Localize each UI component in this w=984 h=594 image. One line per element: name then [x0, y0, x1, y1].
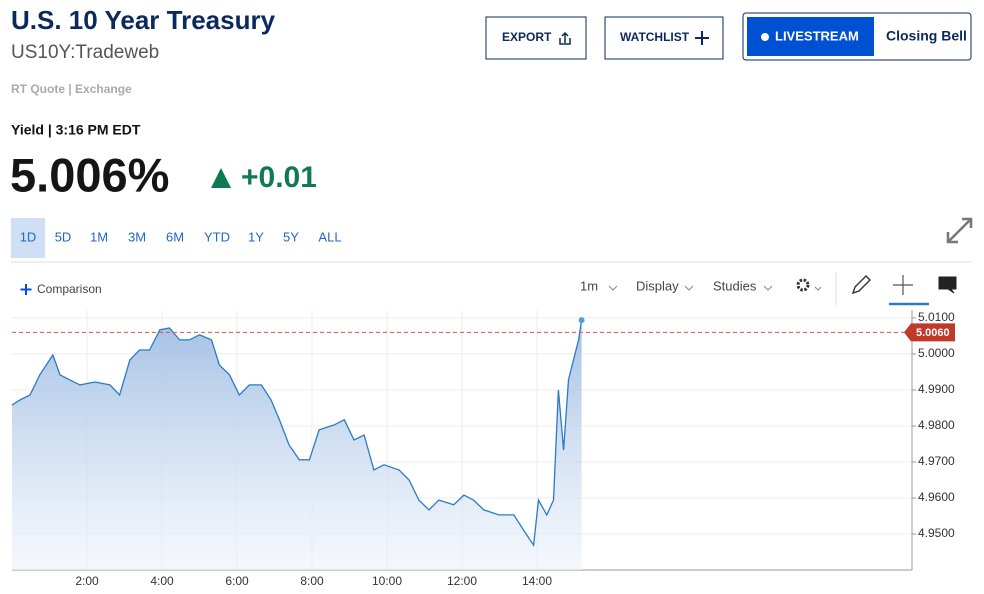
- interval[interactable]: 1m: [580, 278, 598, 293]
- range-tab[interactable]: 1M: [90, 229, 108, 244]
- range-tab[interactable]: 3M: [128, 229, 146, 244]
- range-tab[interactable]: 5D: [55, 229, 72, 244]
- export-label: EXPORT: [502, 30, 552, 44]
- y-tick-label: 4.9600: [918, 490, 955, 504]
- y-tick-label: 5.0000: [918, 346, 955, 360]
- watchlist-label: WATCHLIST: [620, 30, 690, 44]
- studies[interactable]: Studies: [713, 278, 757, 293]
- up-arrow: [211, 168, 231, 188]
- last-point: [578, 317, 585, 324]
- chevron: [814, 286, 822, 291]
- comparison[interactable]: Comparison: [37, 282, 102, 296]
- crosshair-icon[interactable]: [893, 275, 913, 295]
- y-tick-label: 4.9800: [918, 418, 955, 432]
- y-tick-label: 4.9500: [918, 526, 955, 540]
- range-tab[interactable]: 5Y: [283, 229, 299, 244]
- display[interactable]: Display: [636, 278, 679, 293]
- live-dot: [761, 33, 769, 41]
- chevron: [763, 285, 773, 291]
- x-tick-label: 8:00: [300, 574, 324, 588]
- expand-icon[interactable]: [946, 217, 973, 244]
- line: [11, 320, 583, 548]
- program-label: Closing Bell: [886, 28, 967, 44]
- chevron: [608, 285, 618, 291]
- range-tab[interactable]: 6M: [166, 229, 184, 244]
- area: [12, 320, 582, 570]
- comparison-plus: [20, 284, 32, 295]
- settings-icon[interactable]: [796, 278, 810, 292]
- y-tick-label: 4.9700: [918, 454, 955, 468]
- range-tab[interactable]: ALL: [318, 229, 341, 244]
- symbol: US10Y:Tradeweb: [11, 42, 159, 63]
- current-label: 5.0060: [916, 327, 950, 339]
- change: +0.01: [241, 161, 317, 194]
- chevron: [684, 285, 694, 291]
- x-tick-label: 12:00: [447, 574, 477, 588]
- last-price: 5.006%: [10, 148, 169, 201]
- x-tick-label: 4:00: [150, 574, 174, 588]
- x-tick-label: 6:00: [225, 574, 249, 588]
- export-icon: [559, 31, 571, 45]
- current-label-bg: [904, 323, 955, 342]
- y-tick-label: 4.9900: [918, 382, 955, 396]
- x-tick-label: 14:00: [522, 574, 552, 588]
- plus-icon: [695, 31, 709, 45]
- comment-icon[interactable]: [938, 276, 957, 294]
- range-tab[interactable]: YTD: [204, 229, 230, 244]
- source: RT Quote | Exchange: [11, 82, 132, 96]
- draw-icon[interactable]: [851, 275, 871, 295]
- x-tick-label: 2:00: [75, 574, 99, 588]
- livestream-label: LIVESTREAM: [775, 28, 859, 43]
- range-tab[interactable]: 1Y: [248, 229, 264, 244]
- quote-label: Yield | 3:16 PM EDT: [11, 122, 141, 138]
- title: U.S. 10 Year Treasury: [11, 5, 276, 35]
- range-selected: [11, 218, 45, 258]
- range-tab[interactable]: 1D: [20, 229, 37, 244]
- y-tick-label: 5.0100: [918, 310, 955, 324]
- x-tick-label: 10:00: [372, 574, 402, 588]
